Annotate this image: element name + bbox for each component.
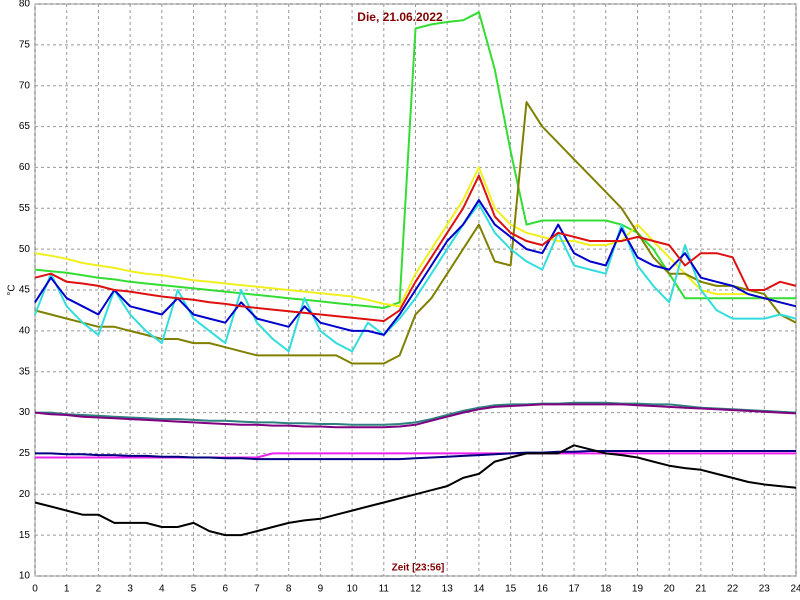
- x-tick-label: 16: [537, 584, 549, 595]
- series-line: [35, 450, 796, 461]
- x-tick-label: 24: [790, 584, 800, 595]
- x-tick-label: 20: [664, 584, 676, 595]
- y-tick-label: 80: [19, 0, 31, 10]
- x-tick-label: 4: [159, 584, 165, 595]
- x-tick-label: 18: [600, 584, 612, 595]
- x-tick-label: 11: [379, 584, 390, 595]
- y-tick-label: 40: [19, 325, 31, 336]
- y-tick-label: 65: [19, 121, 31, 132]
- y-tick-label: 25: [19, 448, 31, 459]
- y-tick-label: 10: [19, 571, 31, 582]
- x-tick-label: 10: [347, 584, 359, 595]
- x-tick-label: 23: [759, 584, 771, 595]
- series-line: [34, 403, 797, 429]
- y-tick-label: 45: [19, 285, 31, 296]
- x-tick-label: 22: [727, 584, 739, 595]
- y-tick-label: 70: [19, 80, 31, 91]
- x-tick-label: 14: [473, 584, 485, 595]
- x-tick-label: 17: [568, 584, 580, 595]
- y-tick-label: 55: [19, 203, 31, 214]
- series-line: [34, 101, 797, 365]
- x-axis-label: Zeit [23:56]: [392, 563, 445, 574]
- x-tick-label: 9: [318, 584, 324, 595]
- x-tick-label: 19: [632, 584, 644, 595]
- series-line: [34, 166, 797, 308]
- x-tick-label: 6: [222, 584, 228, 595]
- x-tick-label: 8: [286, 584, 292, 595]
- y-tick-label: 30: [19, 407, 31, 418]
- series-line: [34, 444, 797, 537]
- y-tick-label: 60: [19, 162, 31, 173]
- x-tick-label: 7: [254, 584, 260, 595]
- x-tick-label: 2: [96, 584, 102, 595]
- x-tick-label: 3: [127, 584, 133, 595]
- y-tick-label: 35: [19, 366, 31, 377]
- series-line: [34, 203, 797, 353]
- series-line: [34, 174, 797, 323]
- y-tick-label: 50: [19, 244, 31, 255]
- x-tick-label: 13: [442, 584, 454, 595]
- y-tick-label: 75: [19, 39, 31, 50]
- x-tick-label: 0: [32, 584, 38, 595]
- series-line: [35, 401, 797, 426]
- x-tick-label: 1: [64, 584, 70, 595]
- y-tick-label: 20: [19, 489, 31, 500]
- x-tick-label: 15: [505, 584, 517, 595]
- x-tick-label: 21: [695, 584, 707, 595]
- chart-title: Die, 21.06.2022: [357, 10, 443, 24]
- y-tick-label: 15: [19, 530, 31, 541]
- x-tick-label: 5: [191, 584, 197, 595]
- series-line: [34, 199, 797, 336]
- y-axis-label: °C: [7, 284, 18, 295]
- x-tick-label: 12: [410, 584, 422, 595]
